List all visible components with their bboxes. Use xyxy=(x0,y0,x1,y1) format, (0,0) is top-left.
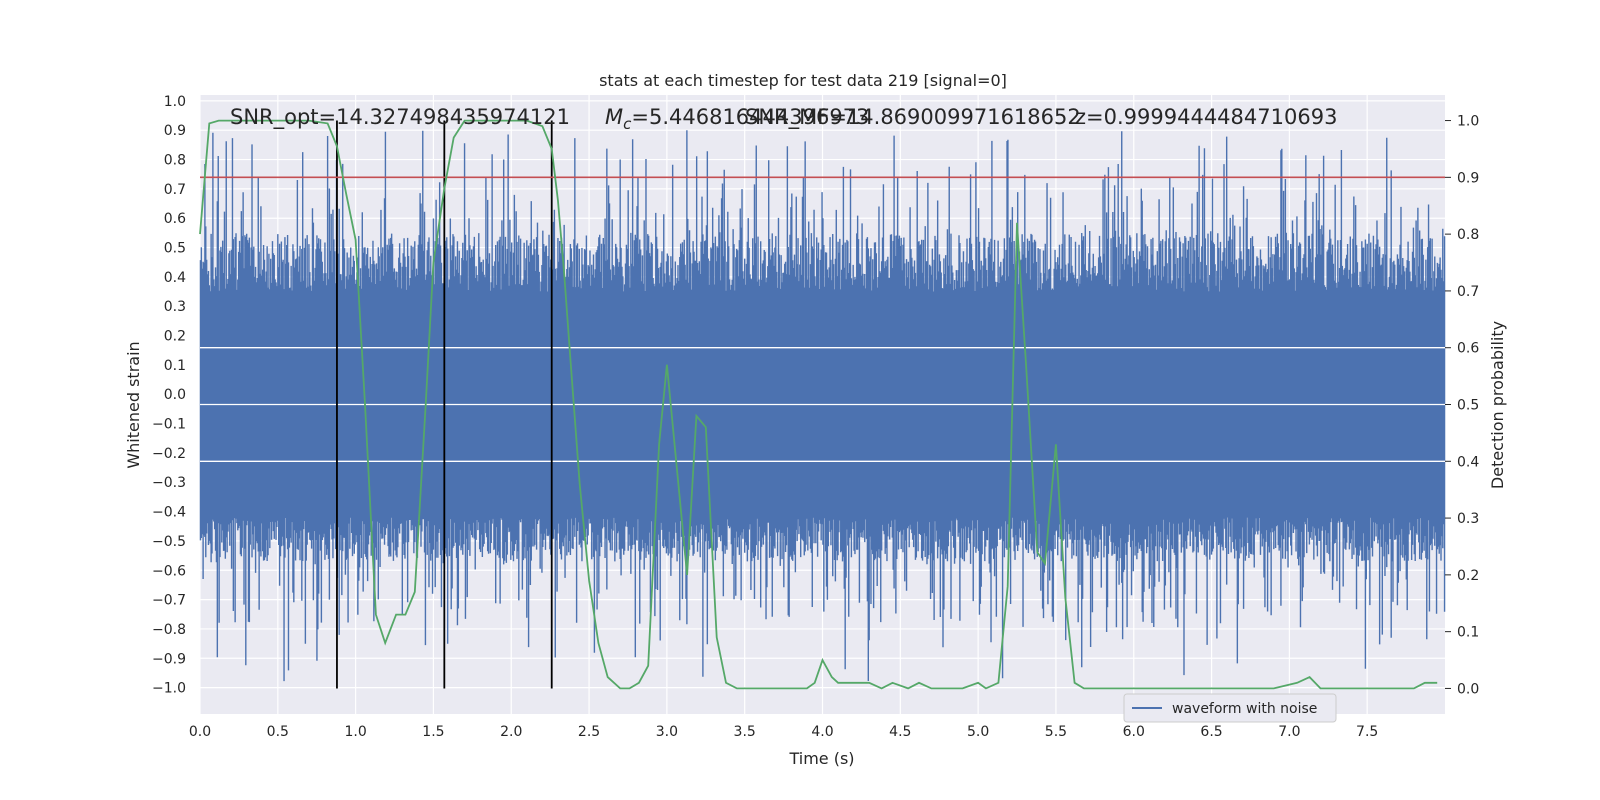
waveform-with-noise-series xyxy=(199,130,1446,682)
x-tick-label: 6.0 xyxy=(1123,724,1145,740)
y-left-tick-label: −1.0 xyxy=(152,681,186,697)
y-left-tick-label: 0.7 xyxy=(164,182,186,198)
annotation-text: z=0.9999444484710693 xyxy=(1075,105,1337,129)
detection-probability-series xyxy=(199,119,1438,690)
y-left-tick-label: −0.8 xyxy=(152,622,186,638)
y-left-tick-label: −0.7 xyxy=(152,593,186,609)
y-left-tick-label: 0.4 xyxy=(164,270,186,286)
y-right-tick-label: 0.0 xyxy=(1457,681,1479,697)
y-right-tick-label: 0.2 xyxy=(1457,568,1479,584)
y-right-tick-label: 0.1 xyxy=(1457,625,1479,641)
x-tick-label: 6.5 xyxy=(1200,724,1222,740)
x-tick-label: 0.0 xyxy=(189,724,211,740)
y-right-tick-label: 0.4 xyxy=(1457,454,1479,470)
x-tick-labels: 0.0 0.5 1.0 1.5 2.0 2.5 3.0 3.5 4.0 4.5 5.0 5.5 6.0 6… xyxy=(189,724,1378,740)
x-tick-label: 7.5 xyxy=(1356,724,1378,740)
annotation-text: SNR_MF=14.869009971618652 xyxy=(745,105,1081,130)
y-left-tick-labels: 1.0 0.9 0.8 0.7 0.6 0.5 0.4 0.3 0.2 0.1 0.0 −0.1 −0.… xyxy=(152,94,186,697)
waveform-noise-band xyxy=(200,297,1445,515)
y-left-tick-label: −0.5 xyxy=(152,534,186,550)
y-left-tick-label: −0.1 xyxy=(152,417,186,433)
y-left-tick-label: −0.4 xyxy=(152,505,186,521)
legend-label: waveform with noise xyxy=(1172,701,1317,717)
y-left-tick-label: 0.1 xyxy=(164,358,186,374)
x-tick-label: 3.5 xyxy=(734,724,756,740)
annotation-text: SNR_opt=14.327498435974121 xyxy=(230,105,570,130)
y-right-tick-label: 0.9 xyxy=(1457,170,1479,186)
y-left-tick-label: 0.3 xyxy=(164,299,186,315)
x-tick-label: 1.5 xyxy=(422,724,444,740)
y-left-tick-label: −0.2 xyxy=(152,446,186,462)
y-right-tick-label: 0.7 xyxy=(1457,284,1479,300)
x-tick-label: 3.0 xyxy=(656,724,678,740)
y-left-tick-label: 0.9 xyxy=(164,123,186,139)
legend: waveform with noise xyxy=(1123,693,1337,723)
legend-box xyxy=(1123,693,1337,723)
x-tick-label: 2.5 xyxy=(578,724,600,740)
y-right-tick-label: 1.0 xyxy=(1457,114,1479,130)
detection-probability-line xyxy=(199,119,1438,690)
y-left-tick-label: −0.3 xyxy=(152,475,186,491)
x-tick-label: 2.0 xyxy=(500,724,522,740)
chart-title: stats at each timestep for test data 219… xyxy=(599,71,1007,90)
vertical-marker-lines xyxy=(336,120,553,689)
x-tick-label: 4.0 xyxy=(811,724,833,740)
annotations: SNR_opt=14.327498435974121 Mc=5.446816444… xyxy=(230,105,1337,133)
y-left-tick-label: −0.9 xyxy=(152,651,186,667)
y-left-tick-label: 0.6 xyxy=(164,211,186,227)
x-tick-label: 1.0 xyxy=(344,724,366,740)
y-left-tick-label: 0.0 xyxy=(164,387,186,403)
y-left-tick-label: 1.0 xyxy=(164,94,186,110)
y-left-tick-label: 0.5 xyxy=(164,241,186,257)
y-right-tick-label: 0.3 xyxy=(1457,511,1479,527)
y-right-axis-label: Detection probability xyxy=(1488,321,1507,489)
x-tick-label: 5.0 xyxy=(967,724,989,740)
y-right-tick-label: 0.8 xyxy=(1457,227,1479,243)
y-left-tick-label: 0.8 xyxy=(164,153,186,169)
annotation-text: Mc=5.446816444396973 xyxy=(605,105,869,133)
y-left-tick-label: −0.6 xyxy=(152,563,186,579)
y-right-tick-label: 0.5 xyxy=(1457,398,1479,414)
y-right-tick-labels: 1.0 0.9 0.8 0.7 0.6 0.5 0.4 0.3 0.2 0.1 0.0 xyxy=(1445,114,1479,697)
x-tick-label: 4.5 xyxy=(889,724,911,740)
x-tick-label: 0.5 xyxy=(267,724,289,740)
x-tick-label: 5.5 xyxy=(1045,724,1067,740)
y-left-tick-label: 0.2 xyxy=(164,329,186,345)
y-right-tick-label: 0.6 xyxy=(1457,341,1479,357)
x-tick-label: 7.0 xyxy=(1278,724,1300,740)
x-axis-label: Time (s) xyxy=(788,749,854,768)
y-left-axis-label: Whitened strain xyxy=(124,341,143,468)
